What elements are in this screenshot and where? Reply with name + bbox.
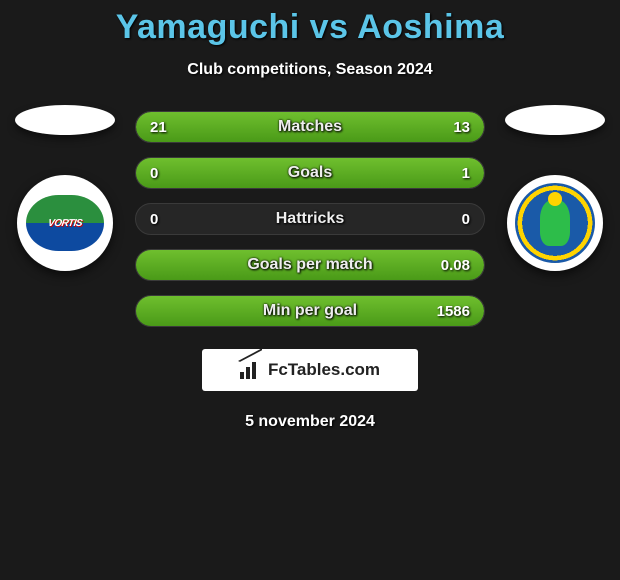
crest-left-graphic: VORTIS	[26, 195, 104, 251]
bar-value-left: 0	[150, 211, 158, 228]
bar-value-right: 0	[462, 211, 470, 228]
main-row: VORTIS 21 Matches 13 0 Goals 1 0 Hattricks 0 Goal…	[0, 111, 620, 327]
bar-value-right: 1	[462, 165, 470, 182]
subtitle: Club competitions, Season 2024	[0, 61, 620, 79]
bar-value-left: 21	[150, 119, 167, 136]
brand-text: FcTables.com	[268, 360, 380, 380]
stat-bar: Goals per match 0.08	[135, 249, 485, 281]
bar-value-right: 1586	[437, 303, 470, 320]
bar-label: Matches	[278, 118, 342, 136]
bar-label: Min per goal	[263, 302, 357, 320]
bar-value-left: 0	[150, 165, 158, 182]
crest-left: VORTIS	[17, 175, 113, 271]
stat-bar: 21 Matches 13	[135, 111, 485, 143]
crest-right-center	[540, 200, 570, 246]
team-right-col	[495, 105, 615, 271]
date-text: 5 november 2024	[0, 413, 620, 431]
bar-label: Goals	[288, 164, 332, 182]
stat-bar: Min per goal 1586	[135, 295, 485, 327]
team-left-col: VORTIS	[5, 105, 125, 271]
flag-right	[505, 105, 605, 135]
chart-icon	[240, 361, 262, 379]
bar-label: Hattricks	[276, 210, 344, 228]
brand-box: FcTables.com	[202, 349, 418, 391]
crest-right	[507, 175, 603, 271]
crest-left-label: VORTIS	[47, 218, 83, 229]
flag-left	[15, 105, 115, 135]
bar-value-right: 13	[453, 119, 470, 136]
bar-label: Goals per match	[247, 256, 372, 274]
crest-right-graphic	[515, 183, 595, 263]
page-title: Yamaguchi vs Aoshima	[0, 8, 620, 47]
stat-bar: 0 Hattricks 0	[135, 203, 485, 235]
comparison-card: Yamaguchi vs Aoshima Club competitions, …	[0, 0, 620, 431]
stat-bars: 21 Matches 13 0 Goals 1 0 Hattricks 0 Goals per m…	[135, 111, 485, 327]
bar-value-right: 0.08	[441, 257, 470, 274]
stat-bar: 0 Goals 1	[135, 157, 485, 189]
